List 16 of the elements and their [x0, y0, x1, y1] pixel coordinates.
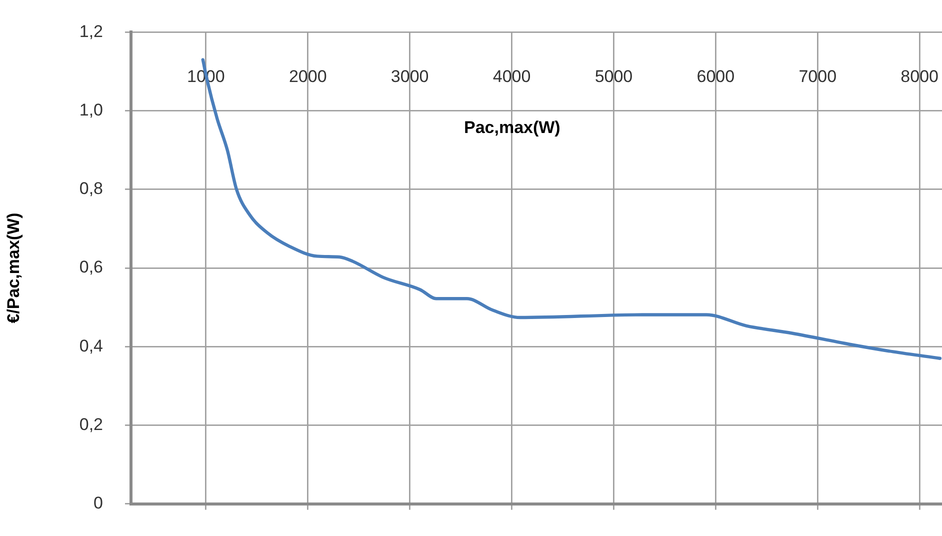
x-tick-label: 4000: [492, 66, 531, 86]
x-axis-title: Pac,max(W): [464, 118, 560, 137]
x-tick-label: 2000: [288, 66, 327, 86]
x-tick-label: 7000: [798, 66, 837, 86]
y-tick-label: 0: [94, 493, 103, 512]
x-tick-label: 3000: [390, 66, 429, 86]
y-axis-title: €/Pac,max(W): [4, 212, 23, 324]
x-tick-label: 8000: [900, 66, 938, 86]
y-tick-label: 0,4: [79, 336, 103, 356]
y-tick-label: 0,2: [79, 414, 103, 434]
y-tick-label: 0,8: [79, 179, 103, 198]
y-tick-label: 1,2: [79, 22, 103, 41]
y-tick-label: 0,6: [79, 258, 103, 277]
x-tick-label: 6000: [696, 66, 735, 86]
x-tick-label: 5000: [594, 66, 633, 86]
y-tick-label: 1,0: [79, 100, 103, 120]
